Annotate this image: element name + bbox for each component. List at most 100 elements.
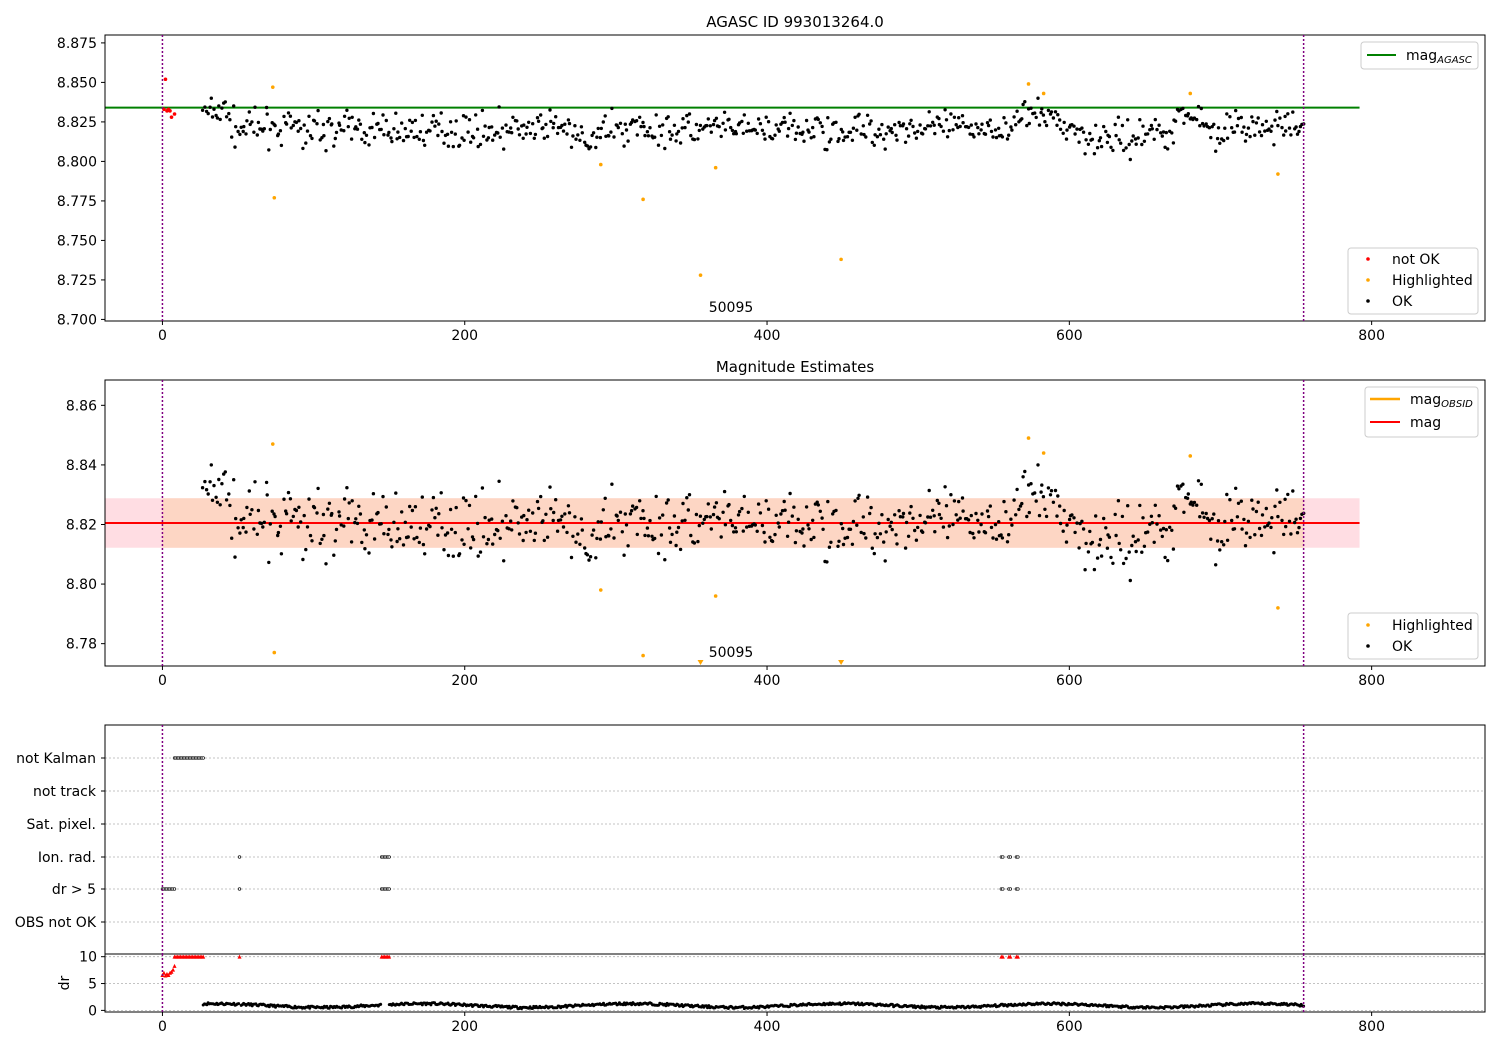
- ok-point-448: [906, 134, 911, 138]
- panel-1-legend-markers: not OK Highlighted OK: [1347, 247, 1479, 315]
- ok-point-2-421: [864, 536, 868, 540]
- ok-point-397: [826, 116, 830, 120]
- ok-point-89: [342, 129, 346, 133]
- ok-point-424: [869, 119, 873, 123]
- ok-point-2-294: [664, 501, 669, 505]
- highlighted-point-10: [1276, 172, 1280, 176]
- ok-point-603: [1150, 127, 1155, 131]
- ok-point-2-38: [261, 525, 265, 529]
- ok-point-310: [689, 133, 693, 138]
- ok-point-2-554: [1073, 530, 1077, 535]
- flag-point-4-3-556: [1001, 887, 1005, 891]
- ok-point-2-39: [262, 520, 266, 524]
- ok-point-120: [390, 139, 394, 144]
- p2-xtick-label-1: 200: [451, 673, 478, 689]
- ok-point-2-588: [1127, 550, 1131, 554]
- ok-point-2-67: [307, 497, 311, 501]
- ok-point-2-578: [1111, 561, 1115, 565]
- ok-point-2-252: [598, 537, 603, 541]
- ok-point-2-647: [1220, 540, 1224, 544]
- ok-point-2-103: [363, 547, 367, 551]
- ok-point-2-142: [424, 527, 429, 531]
- ok-point-372: [786, 126, 791, 131]
- ok-point-2-596: [1140, 550, 1144, 554]
- ok-point-2-359: [766, 507, 771, 511]
- ok-point-60: [296, 129, 300, 133]
- ok-point-2-78: [324, 562, 328, 566]
- legend-ok-marker: [1366, 299, 1370, 303]
- ok-point-194: [507, 130, 511, 134]
- ok-point-2-431: [880, 513, 884, 517]
- ok-point-189: [498, 135, 502, 139]
- ok-point-2-535: [1043, 507, 1047, 511]
- ok-point-2-314: [696, 539, 700, 544]
- p1-ytick-label-4: 8.800: [57, 154, 97, 170]
- ok-point-2-520: [1020, 501, 1024, 506]
- ok-point-48: [276, 132, 281, 136]
- ok-point-2-634: [1199, 482, 1204, 486]
- ok-point-691: [1289, 133, 1293, 137]
- ok-point-669: [1254, 121, 1259, 125]
- highlighted-point-2-8: [1276, 606, 1280, 610]
- ok-point-2-659: [1239, 499, 1244, 503]
- ok-point-104: [364, 133, 369, 137]
- ok-point-199: [515, 119, 519, 123]
- ok-point-228: [560, 123, 564, 128]
- ok-point-91: [345, 108, 349, 113]
- p2-ytick-label-0: 8.78: [66, 637, 97, 653]
- ok-point-309: [687, 112, 692, 116]
- ok-point-662: [1243, 139, 1248, 143]
- ok-point-2-267: [622, 553, 626, 557]
- ok-point-2-607: [1157, 514, 1161, 518]
- ok-point-2-650: [1225, 492, 1229, 497]
- ok-point-280: [642, 124, 646, 129]
- ok-point-254: [601, 120, 605, 124]
- ok-point-2-377: [794, 529, 799, 533]
- p1-ytick-label-0: 8.700: [57, 312, 97, 328]
- ok-point-2-563: [1088, 529, 1092, 534]
- ok-point-168: [466, 130, 470, 134]
- ok-point-2-339: [734, 530, 738, 534]
- ok-point-2-394: [821, 527, 825, 531]
- ok-point-2-266: [620, 530, 624, 534]
- ok-point-167: [464, 115, 468, 119]
- ok-point-2-511: [1005, 540, 1010, 544]
- ok-point-459: [923, 127, 928, 131]
- ok-point-2-190: [500, 519, 505, 523]
- ok-point-2-696: [1297, 525, 1301, 530]
- ok-point-2-328: [717, 517, 721, 521]
- ok-point-2-538: [1048, 493, 1053, 497]
- ok-point-2-280: [642, 516, 646, 521]
- ok-point-533: [1040, 107, 1044, 111]
- ok-point-125: [398, 135, 402, 140]
- ok-point-63: [301, 146, 305, 151]
- ok-point-2-683: [1276, 514, 1280, 519]
- ok-point-2-341: [737, 509, 742, 514]
- ok-point-2-115: [382, 532, 386, 536]
- ok-point-560: [1083, 152, 1087, 156]
- ok-point-2-424: [869, 505, 873, 510]
- ok-point-9: [215, 116, 220, 120]
- ok-point-2-61: [297, 505, 301, 509]
- ok-point-330: [721, 121, 725, 126]
- ok-point-304: [680, 126, 684, 130]
- ok-point-259: [609, 130, 613, 134]
- ok-point-2-330: [721, 510, 725, 514]
- ok-point-111: [376, 121, 380, 126]
- ok-point-2-301: [675, 530, 679, 534]
- ok-point-2-439: [893, 513, 897, 517]
- ok-point-2-31: [250, 508, 254, 512]
- ok-point-2-41: [265, 493, 269, 497]
- ok-point-2-420: [862, 531, 866, 536]
- ok-point-632: [1196, 104, 1201, 109]
- not-ok-point-5: [169, 115, 174, 119]
- ok-point-2-11: [218, 503, 222, 507]
- ok-point-2-646: [1218, 548, 1222, 552]
- ok-point-3: [206, 111, 210, 116]
- ok-point-457: [921, 132, 925, 136]
- ok-point-2-644: [1215, 539, 1220, 543]
- ok-point-2-270: [626, 544, 630, 548]
- ok-point-234: [569, 145, 574, 149]
- ok-point-413: [851, 126, 856, 130]
- ok-point-156: [446, 144, 451, 148]
